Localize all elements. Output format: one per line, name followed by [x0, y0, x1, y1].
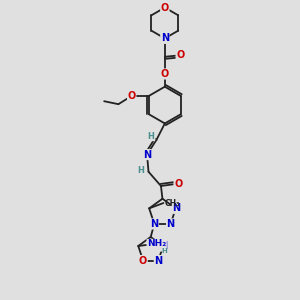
Text: O: O — [161, 69, 169, 79]
Text: H: H — [137, 166, 144, 175]
Text: N: N — [154, 256, 162, 266]
Text: N: N — [172, 203, 180, 213]
Text: O: O — [176, 50, 184, 60]
Text: N: N — [150, 219, 158, 229]
Text: N: N — [161, 33, 169, 43]
Text: N: N — [167, 219, 175, 229]
Text: O: O — [174, 178, 182, 189]
Text: N: N — [159, 241, 167, 251]
Text: H: H — [161, 248, 167, 254]
Text: O: O — [128, 91, 136, 101]
Text: CH₃: CH₃ — [165, 199, 180, 208]
Text: NH₂: NH₂ — [147, 239, 166, 248]
Text: O: O — [161, 3, 169, 13]
Text: H: H — [148, 132, 154, 141]
Text: N: N — [143, 150, 151, 160]
Text: O: O — [139, 256, 147, 266]
